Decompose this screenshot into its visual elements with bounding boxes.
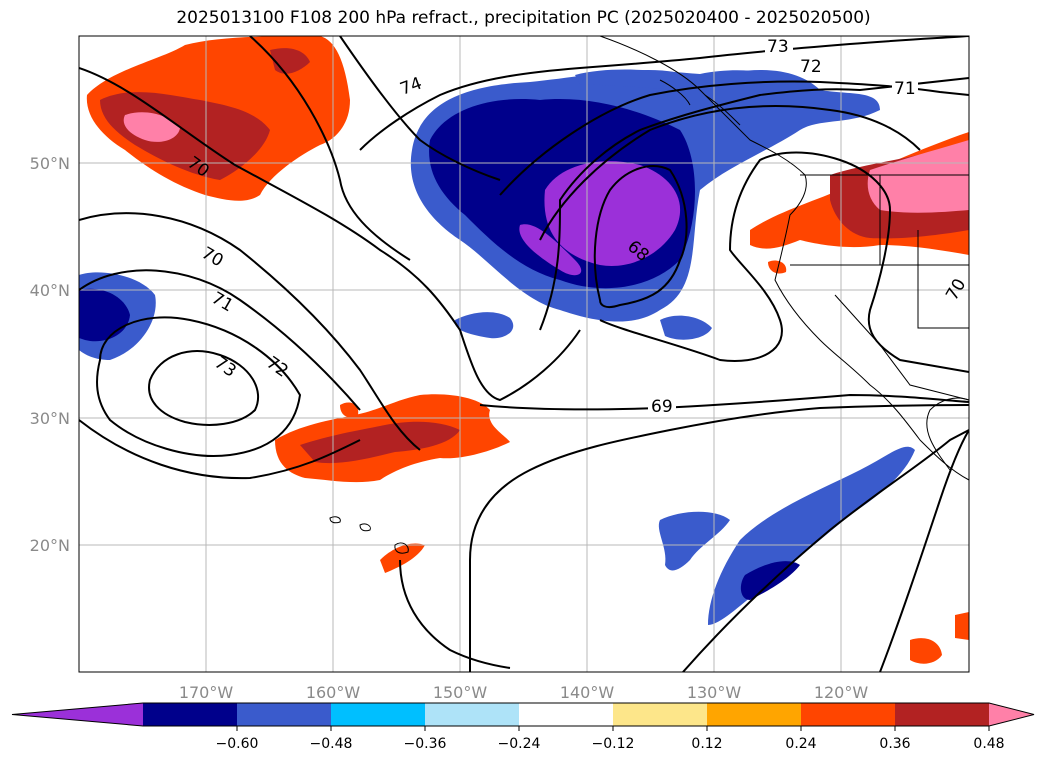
colorbar-extend-high [989, 703, 1034, 726]
graticule [79, 36, 969, 672]
longitude-labels: 170°W 160°W 150°W 140°W 130°W 120°W [179, 683, 869, 702]
lat-label: 40°N [30, 281, 70, 300]
lon-label: 150°W [433, 683, 488, 702]
contour-label-69: 69 [651, 397, 673, 417]
colorbar-tick-label: 0.24 [785, 736, 816, 752]
lon-label: 160°W [306, 683, 361, 702]
colorbar-extend-low [12, 703, 143, 726]
contour-label-73-top: 73 [767, 37, 789, 57]
colorbar: −0.60 −0.48 −0.36 −0.24 −0.12 0.12 0.24 0.36 0.4… [11, 702, 1035, 752]
map-frame [78, 35, 970, 673]
lon-label: 120°W [814, 683, 869, 702]
colorbar-tick-label: −0.24 [498, 736, 541, 752]
lon-label: 170°W [179, 683, 234, 702]
lat-label: 30°N [30, 409, 70, 428]
lat-label: 50°N [30, 154, 70, 173]
height-contours [79, 36, 969, 672]
colorbar-tick-label: −0.60 [216, 736, 259, 752]
colorbar-tick-label: 0.48 [973, 736, 1004, 752]
colorbar-swatch [143, 703, 238, 726]
precip-negative-fields [79, 69, 915, 625]
lat-label: 20°N [30, 536, 70, 555]
colorbar-swatch [519, 703, 614, 726]
colorbar-tick-label: −0.36 [404, 736, 447, 752]
colorbar-tick-label: −0.12 [592, 736, 635, 752]
latitude-labels: 50°N 40°N 30°N 20°N [30, 154, 70, 555]
lon-label: 130°W [687, 683, 742, 702]
lon-label: 140°W [560, 683, 615, 702]
colorbar-swatch [331, 703, 426, 726]
colorbar-swatch [425, 703, 520, 726]
colorbar-swatch [707, 703, 802, 726]
colorbar-swatch [801, 703, 896, 726]
colorbar-tick-label: −0.48 [310, 736, 353, 752]
colorbar-swatch [237, 703, 332, 726]
contour-label-72-top: 72 [800, 57, 822, 77]
contour-label-71-top: 71 [894, 79, 916, 99]
map-plot-area: 73 72 71 74 70 70 71 72 73 68 69 70 [79, 36, 969, 672]
colorbar-swatch [895, 703, 990, 726]
map-title: 2025013100 F108 200 hPa refract., precip… [176, 8, 871, 28]
colorbar-tick-label: 0.12 [691, 736, 722, 752]
colorbar-swatch [613, 703, 708, 726]
precip-positive-fields [86, 36, 969, 664]
colorbar-tick-label: 0.36 [879, 736, 910, 752]
colorbar-outline [11, 702, 1035, 727]
